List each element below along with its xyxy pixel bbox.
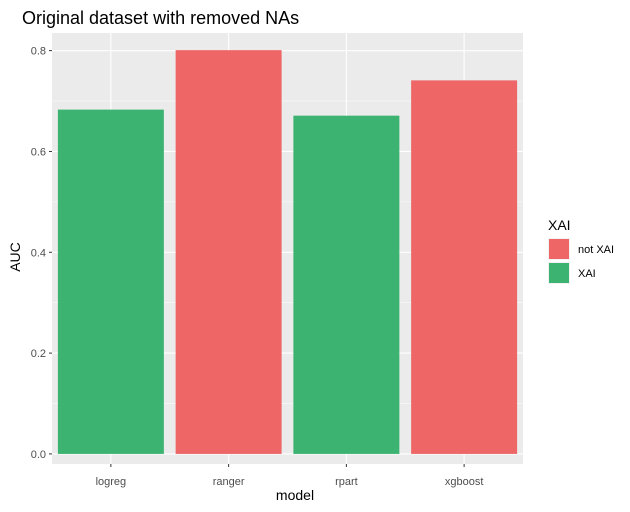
legend-swatch-not-xai bbox=[549, 239, 569, 259]
x-axis-title: model bbox=[276, 487, 314, 503]
legend: XAI not XAI XAI bbox=[548, 217, 614, 284]
bar-xgboost bbox=[411, 80, 518, 454]
y-tick-label: 0.8 bbox=[31, 46, 46, 58]
y-axis-title: AUC bbox=[7, 242, 23, 272]
y-tick-label: 0.6 bbox=[31, 146, 46, 158]
chart-title: Original dataset with removed NAs bbox=[22, 8, 299, 28]
x-tick-label-logreg: logreg bbox=[96, 476, 127, 488]
bar-ranger bbox=[175, 50, 282, 454]
x-axis: logreg ranger rpart xgboost bbox=[96, 464, 484, 488]
x-tick-label-ranger: ranger bbox=[213, 476, 245, 488]
x-tick-label-rpart: rpart bbox=[335, 476, 358, 488]
y-tick-label: 0.0 bbox=[31, 449, 46, 461]
legend-label-not-xai: not XAI bbox=[578, 244, 614, 256]
y-tick-label: 0.2 bbox=[31, 348, 46, 360]
legend-title: XAI bbox=[548, 217, 571, 233]
y-tick-label: 0.4 bbox=[31, 247, 46, 259]
legend-swatch-xai bbox=[549, 263, 569, 283]
legend-label-xai: XAI bbox=[578, 268, 596, 280]
bar-rpart bbox=[293, 115, 400, 454]
plot-panel bbox=[52, 33, 523, 464]
x-tick-label-xgboost: xgboost bbox=[445, 476, 484, 488]
bar-logreg bbox=[57, 109, 164, 454]
y-axis: 0.0 0.2 0.4 0.6 0.8 bbox=[31, 46, 52, 461]
